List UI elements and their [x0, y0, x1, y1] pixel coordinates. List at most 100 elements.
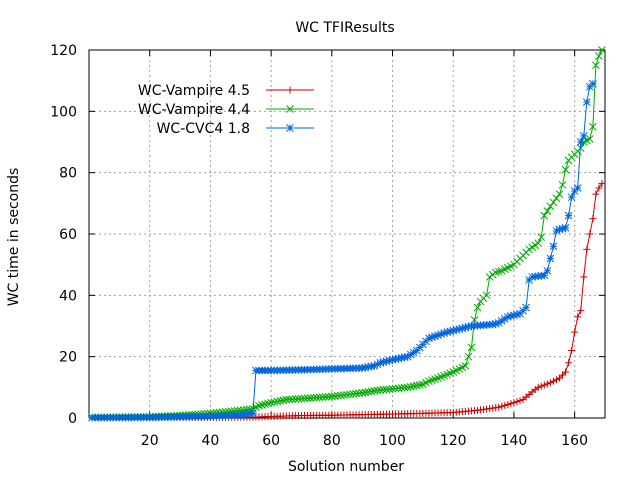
y-tick-label: 100: [50, 104, 77, 120]
data-point: [282, 395, 291, 404]
legend-entry-3: WC-CVC4 1.8: [157, 121, 314, 137]
data-point: [592, 190, 600, 198]
data-point: [589, 79, 597, 88]
y-tick-label: 60: [59, 227, 77, 243]
data-point: [358, 388, 367, 397]
x-tick-label: 60: [262, 433, 280, 449]
data-point: [461, 362, 470, 370]
legend-label: WC-Vampire 4.5: [138, 83, 250, 99]
data-point: [552, 194, 561, 203]
legend-entry-1: WC-Vampire 4.5: [138, 83, 314, 99]
y-tick-label: 80: [59, 166, 77, 182]
data-point: [373, 360, 382, 369]
data-point: [589, 215, 597, 223]
data-point: [565, 359, 573, 367]
legend-marker: [286, 86, 294, 94]
data-point: [561, 224, 570, 232]
series-line: [92, 183, 603, 419]
data-point: [300, 394, 309, 403]
data-point: [543, 207, 552, 215]
data-point: [312, 393, 321, 402]
axes: 20 40 60 80 100 120 140 160 0 20 40 60 80 100 120: [50, 43, 606, 449]
data-point: [573, 184, 582, 192]
x-tick-label: 120: [440, 433, 467, 449]
data-point: [582, 98, 591, 106]
data-point: [309, 393, 318, 402]
legend-marker: [286, 105, 294, 113]
data-point: [555, 225, 564, 234]
data-point: [270, 398, 279, 406]
data-point: [434, 331, 442, 340]
data-point: [537, 233, 546, 241]
data-point: [549, 377, 557, 385]
data-point: [273, 397, 282, 406]
data-point: [285, 395, 294, 404]
x-tick-label: 20: [141, 433, 159, 449]
data-point: [464, 352, 473, 361]
y-tick-label: 40: [59, 288, 77, 304]
data-point: [406, 382, 415, 391]
data-point: [577, 307, 585, 315]
data-point: [564, 211, 573, 220]
legend-entry-2: WC-Vampire 4.4: [138, 102, 314, 118]
data-point: [318, 393, 327, 402]
data-point: [592, 61, 600, 70]
data-point: [595, 184, 603, 192]
series-1: [88, 179, 606, 422]
data-point: [373, 386, 382, 395]
data-point: [516, 397, 524, 405]
data-point: [303, 394, 312, 403]
data-point: [540, 381, 548, 389]
data-point: [534, 383, 542, 391]
data-point: [276, 396, 285, 405]
data-point: [510, 399, 518, 407]
data-point: [382, 385, 391, 394]
data-point: [367, 387, 376, 396]
data-point: [543, 380, 551, 388]
y-tick-label: 0: [68, 411, 77, 427]
x-tick-label: 40: [201, 433, 219, 449]
data-point: [589, 122, 597, 131]
data-point: [549, 242, 558, 251]
data-point: [288, 395, 297, 404]
data-point: [495, 403, 503, 411]
data-point: [412, 381, 421, 390]
data-point: [291, 395, 300, 403]
data-point: [546, 379, 554, 387]
data-point: [552, 376, 560, 384]
data-point: [364, 388, 373, 396]
x-axis-label: Solution number: [288, 459, 404, 475]
data-point: [540, 271, 549, 280]
legend-label: WC-Vampire 4.4: [138, 102, 250, 118]
series-3: [88, 79, 597, 422]
data-point: [558, 181, 567, 189]
data-point: [568, 347, 576, 355]
data-point: [249, 409, 257, 418]
legend-marker: [286, 124, 294, 132]
data-point: [415, 381, 424, 389]
data-point: [261, 400, 269, 409]
data-point: [437, 330, 445, 339]
data-point: [507, 400, 515, 408]
y-axis-label: WC time in seconds: [6, 168, 22, 307]
data-point: [306, 394, 315, 402]
x-tick-label: 160: [561, 433, 588, 449]
data-point: [522, 303, 530, 312]
data-point: [361, 388, 370, 397]
data-point: [580, 273, 588, 281]
data-point: [409, 382, 418, 390]
data-point: [501, 401, 509, 409]
data-point: [394, 384, 403, 393]
y-tick-label: 20: [59, 350, 77, 366]
chart-title: WC TFIResults: [295, 20, 394, 36]
data-point: [315, 393, 324, 402]
data-point: [391, 384, 400, 393]
data-point: [488, 320, 497, 329]
data-point: [258, 401, 266, 409]
y-tick-label: 120: [50, 43, 77, 59]
data-point: [324, 392, 333, 401]
data-point: [595, 52, 603, 60]
data-point: [467, 343, 476, 352]
